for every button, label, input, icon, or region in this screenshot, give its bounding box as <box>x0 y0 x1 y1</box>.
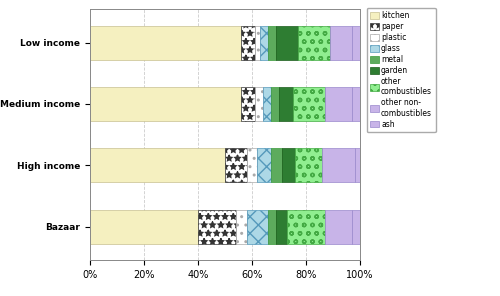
Bar <box>268 26 276 59</box>
Bar <box>254 87 263 121</box>
Bar <box>295 149 322 182</box>
Bar <box>352 26 360 59</box>
Bar <box>354 149 360 182</box>
Bar <box>352 210 360 244</box>
Bar <box>271 149 281 182</box>
Bar <box>241 26 254 59</box>
Bar <box>287 210 325 244</box>
Bar <box>298 26 330 59</box>
Bar <box>225 149 246 182</box>
Bar <box>246 149 258 182</box>
Bar <box>322 149 354 182</box>
Bar <box>90 26 241 59</box>
Bar <box>241 87 254 121</box>
Bar <box>271 87 279 121</box>
Bar <box>90 87 241 121</box>
Bar <box>198 210 236 244</box>
Bar <box>279 87 292 121</box>
Bar <box>254 26 260 59</box>
Bar <box>90 149 225 182</box>
Bar <box>276 26 298 59</box>
Bar <box>276 210 287 244</box>
Bar <box>246 210 268 244</box>
Bar <box>236 210 246 244</box>
Bar <box>90 210 198 244</box>
Bar <box>263 87 271 121</box>
Bar <box>325 87 352 121</box>
Bar <box>260 26 268 59</box>
Bar <box>292 87 325 121</box>
Legend: kitchen, paper, plastic, glass, metal, garden, other
combustibles, other non-
co: kitchen, paper, plastic, glass, metal, g… <box>366 8 436 132</box>
Bar <box>258 149 271 182</box>
Bar <box>268 210 276 244</box>
Bar <box>282 149 295 182</box>
Bar <box>325 210 352 244</box>
Bar <box>330 26 352 59</box>
Bar <box>352 87 360 121</box>
